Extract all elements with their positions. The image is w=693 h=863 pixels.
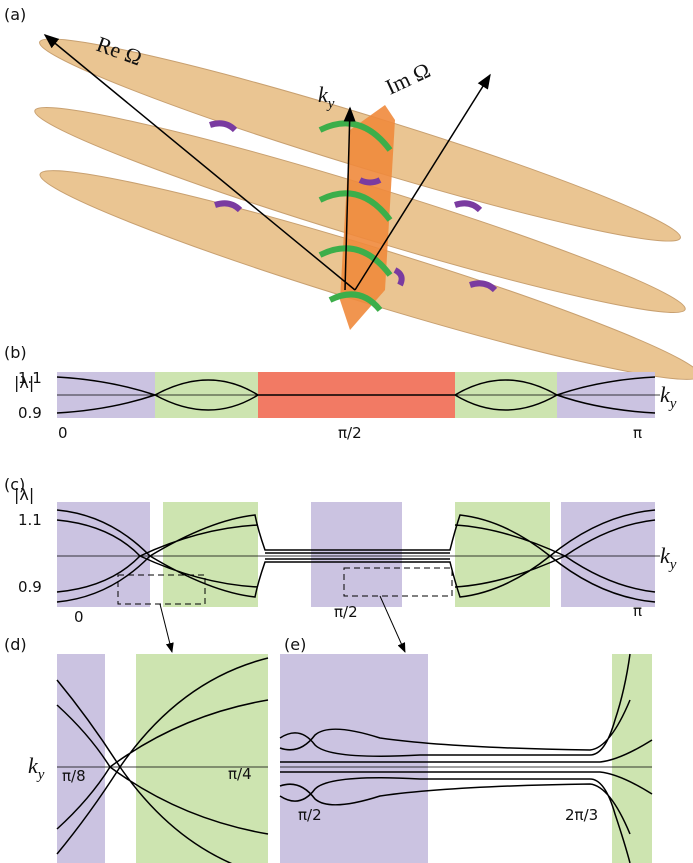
text: k (660, 543, 671, 568)
y-tick-label: 0.9 (18, 578, 42, 596)
y-tick-label: 1.1 (18, 511, 42, 529)
x-axis-label: ky (28, 753, 45, 783)
shape (455, 502, 550, 607)
text: y (36, 767, 45, 783)
shape (57, 654, 105, 863)
shape (57, 502, 150, 607)
x-axis-label: ky (660, 543, 677, 573)
x-tick-label: π (633, 424, 642, 442)
panel-label: (a) (4, 5, 26, 24)
x-tick-label: 0 (74, 608, 84, 626)
shape (56, 509, 656, 603)
shape (159, 603, 174, 653)
surface (340, 105, 395, 330)
text: y (668, 396, 677, 412)
axis (343, 106, 356, 291)
text: y (668, 557, 677, 573)
shape (379, 595, 406, 653)
axis-label: Im Ω (382, 57, 435, 99)
panel-label: (e) (284, 635, 306, 654)
y-axis-label: |λ| (14, 485, 34, 504)
x-tick-label: π/4 (228, 765, 252, 783)
x-tick-label: π/2 (298, 806, 322, 824)
panel-label: (b) (4, 343, 27, 362)
text: y (326, 96, 335, 112)
shape (279, 653, 653, 863)
x-tick-label: π (633, 602, 642, 620)
shape (117, 574, 206, 605)
shape (280, 654, 428, 863)
text: k (660, 382, 671, 407)
shape (311, 502, 402, 607)
shape (136, 654, 268, 863)
branch-cut (318, 120, 393, 312)
x-tick-label: 2π/3 (565, 806, 598, 824)
axis (354, 73, 491, 291)
shape (343, 567, 453, 597)
y-axis-label: |λ| (14, 373, 34, 392)
shape (56, 376, 656, 414)
panel-a: (a) Re Ω Im Ω ky (4, 5, 693, 380)
exceptional-points (209, 120, 498, 293)
panel-e: (e) π/2 2π/3 (279, 635, 653, 863)
x-tick-label: π/2 (338, 424, 362, 442)
y-tick-label: 0.9 (18, 404, 42, 422)
shape (56, 657, 269, 863)
x-axis-label: ky (660, 382, 677, 412)
x-tick-label: 0 (58, 424, 68, 442)
y-tick-label: 1.1 (18, 369, 42, 387)
text: k (28, 753, 39, 778)
panel-label: (c) (4, 475, 25, 494)
axis-label: ky (318, 82, 335, 112)
text: k (318, 82, 329, 107)
shape (163, 502, 258, 607)
panel-c: (c) |λ| 1.1 0.9 0 π/2 π ky (4, 475, 677, 653)
panel-b: (b) |λ| 1.1 0.9 0 π/2 π ky (4, 343, 677, 442)
panel-d: (d) ky π/8 π/4 (4, 635, 269, 863)
x-tick-label: π/8 (62, 767, 86, 785)
axis (43, 34, 356, 291)
shape (612, 654, 652, 863)
x-tick-label: π/2 (334, 603, 358, 621)
panel-label: (d) (4, 635, 27, 654)
